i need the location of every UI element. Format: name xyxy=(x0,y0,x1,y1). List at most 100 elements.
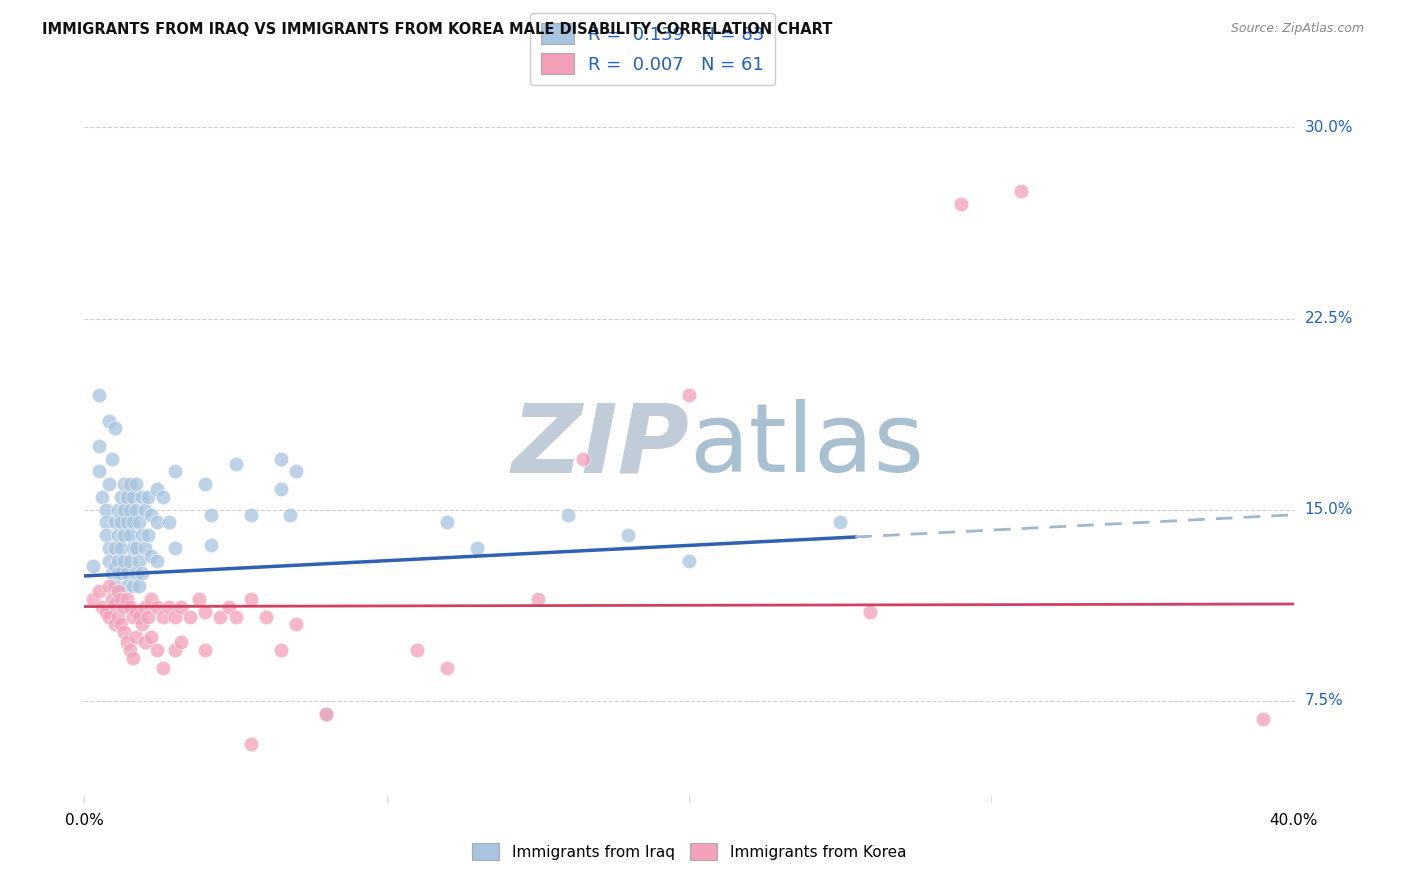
Point xyxy=(157,516,180,530)
Point xyxy=(100,451,122,466)
Point xyxy=(165,541,187,555)
Point xyxy=(139,549,162,563)
Point xyxy=(270,643,292,657)
Point xyxy=(136,528,159,542)
Point xyxy=(225,609,247,624)
Point xyxy=(239,508,262,522)
Point xyxy=(134,599,156,614)
Point xyxy=(118,528,141,542)
Point xyxy=(315,706,337,721)
Point xyxy=(128,554,150,568)
Point xyxy=(136,490,159,504)
Point xyxy=(131,566,153,581)
Point xyxy=(179,609,201,624)
Point xyxy=(104,617,127,632)
Point xyxy=(104,558,127,573)
Text: Source: ZipAtlas.com: Source: ZipAtlas.com xyxy=(1230,22,1364,36)
Point xyxy=(239,737,262,751)
Point xyxy=(107,566,129,581)
Point xyxy=(89,465,111,479)
Point xyxy=(678,388,700,402)
Text: ZIP: ZIP xyxy=(510,400,689,492)
Point xyxy=(89,584,111,599)
Point xyxy=(121,490,143,504)
Point xyxy=(91,490,114,504)
Point xyxy=(97,477,120,491)
Point xyxy=(200,508,222,522)
Point xyxy=(678,554,700,568)
Point xyxy=(131,528,153,542)
Point xyxy=(110,566,132,581)
Point xyxy=(121,516,143,530)
Point xyxy=(131,617,153,632)
Point xyxy=(118,477,141,491)
Point xyxy=(91,599,114,614)
Point xyxy=(950,197,973,211)
Point xyxy=(165,643,187,657)
Point xyxy=(194,605,217,619)
Point xyxy=(104,421,127,435)
Point xyxy=(110,617,132,632)
Point xyxy=(270,483,292,497)
Point xyxy=(118,502,141,516)
Point xyxy=(121,579,143,593)
Point xyxy=(572,451,595,466)
Point xyxy=(467,541,489,555)
Point xyxy=(104,597,127,611)
Point xyxy=(200,538,222,552)
Point xyxy=(152,609,174,624)
Point xyxy=(125,541,148,555)
Point xyxy=(859,605,882,619)
Point xyxy=(125,630,148,644)
Point xyxy=(830,516,852,530)
Text: 22.5%: 22.5% xyxy=(1305,311,1353,326)
Point xyxy=(104,516,127,530)
Point xyxy=(82,591,104,606)
Point xyxy=(110,490,132,504)
Point xyxy=(209,609,232,624)
Point xyxy=(188,591,211,606)
Point xyxy=(107,502,129,516)
Point xyxy=(436,661,458,675)
Point xyxy=(146,554,169,568)
Point xyxy=(104,579,127,593)
Point xyxy=(94,516,117,530)
Point xyxy=(94,528,117,542)
Point xyxy=(254,609,277,624)
Point xyxy=(136,609,159,624)
Point xyxy=(278,508,301,522)
Point xyxy=(115,591,138,606)
Point xyxy=(89,439,111,453)
Point xyxy=(146,483,169,497)
Point xyxy=(128,609,150,624)
Point xyxy=(125,502,148,516)
Point xyxy=(170,635,193,649)
Point xyxy=(97,579,120,593)
Point xyxy=(107,584,129,599)
Point xyxy=(112,625,135,640)
Point xyxy=(97,413,120,427)
Text: IMMIGRANTS FROM IRAQ VS IMMIGRANTS FROM KOREA MALE DISABILITY CORRELATION CHART: IMMIGRANTS FROM IRAQ VS IMMIGRANTS FROM … xyxy=(42,22,832,37)
Point xyxy=(270,451,292,466)
Point xyxy=(128,579,150,593)
Point xyxy=(131,490,153,504)
Point xyxy=(436,516,458,530)
Point xyxy=(134,502,156,516)
Point xyxy=(1011,184,1033,198)
Point xyxy=(121,609,143,624)
Point xyxy=(139,630,162,644)
Point xyxy=(128,516,150,530)
Point xyxy=(97,541,120,555)
Point xyxy=(110,541,132,555)
Point xyxy=(315,706,337,721)
Point xyxy=(194,477,217,491)
Point xyxy=(157,599,180,614)
Point xyxy=(225,457,247,471)
Point xyxy=(112,554,135,568)
Point xyxy=(115,516,138,530)
Point xyxy=(1253,712,1275,726)
Point xyxy=(100,566,122,581)
Point xyxy=(110,516,132,530)
Point xyxy=(617,528,640,542)
Point xyxy=(139,508,162,522)
